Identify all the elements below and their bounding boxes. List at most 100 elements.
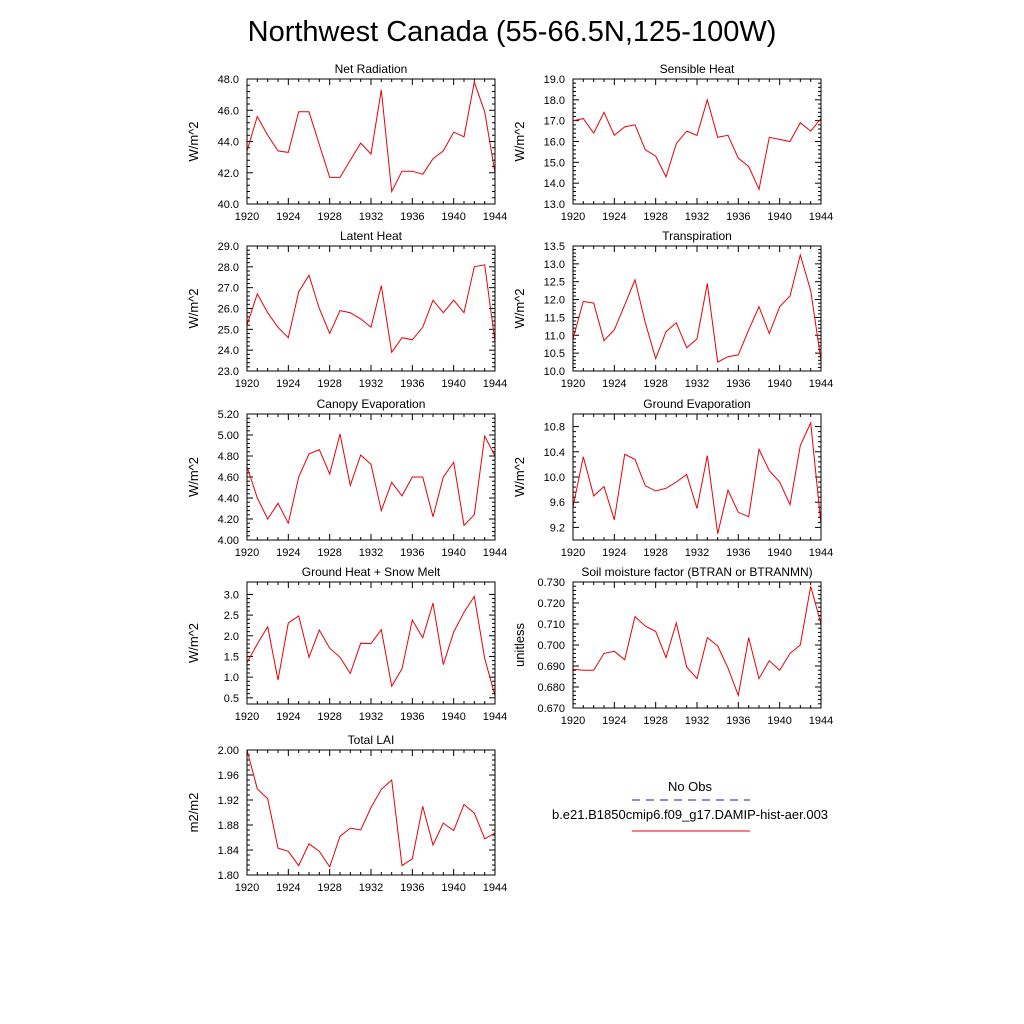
x-tick-label: 1944 <box>483 547 507 559</box>
y-tick-label: 2.0 <box>224 631 239 643</box>
y-tick-label: 4.60 <box>218 472 239 484</box>
y-tick-label: 48.0 <box>218 74 239 86</box>
y-tick-label: 1.84 <box>218 845 239 857</box>
x-tick-label: 1944 <box>809 715 833 727</box>
x-tick-label: 1932 <box>359 547 383 559</box>
x-tick-label: 1928 <box>317 547 341 559</box>
y-tick-label: 1.5 <box>224 651 239 663</box>
series-line <box>246 264 496 354</box>
series-line <box>572 252 822 363</box>
plot-frame <box>246 78 496 205</box>
plot-frame <box>572 581 822 709</box>
chart-title: Net Radiation <box>335 62 408 76</box>
plot-frame <box>572 245 822 372</box>
y-tick-label: 9.6 <box>550 497 565 509</box>
x-tick-label: 1932 <box>359 882 383 894</box>
y-tick-label: 2.00 <box>218 745 239 757</box>
x-tick-label: 1920 <box>561 715 585 727</box>
y-tick-label: 15.0 <box>544 157 565 169</box>
legend-model-label: b.e21.B1850cmip6.f09_g17.DAMIP-hist-aer.… <box>552 807 828 822</box>
x-tick-label: 1940 <box>767 378 791 390</box>
plot-frame <box>246 413 496 541</box>
x-tick-label: 1928 <box>317 711 341 723</box>
y-tick-label: 28.0 <box>218 262 239 274</box>
x-tick-label: 1924 <box>276 378 300 390</box>
x-tick-label: 1944 <box>483 711 507 723</box>
x-tick-label: 1940 <box>441 378 465 390</box>
x-tick-label: 1936 <box>726 211 750 223</box>
x-tick-label: 1936 <box>400 211 424 223</box>
y-tick-label: 42.0 <box>218 168 239 180</box>
y-axis-label: W/m^2 <box>186 288 201 328</box>
x-tick-label: 1932 <box>685 378 709 390</box>
page-title: Northwest Canada (55-66.5N,125-100W) <box>248 16 777 48</box>
chart-title: Canopy Evaporation <box>317 397 426 411</box>
y-tick-label: 29.0 <box>218 241 239 253</box>
y-tick-label: 4.00 <box>218 535 239 547</box>
y-tick-label: 27.0 <box>218 283 239 295</box>
chart-panel: Sensible Heat W/m^2 1920 1924 1928 1932 1936 19… <box>512 62 833 223</box>
x-tick-label: 1932 <box>359 211 383 223</box>
x-tick-label: 1924 <box>276 547 300 559</box>
x-tick-label: 1928 <box>643 211 667 223</box>
x-tick-label: 1940 <box>441 711 465 723</box>
y-tick-label: 5.20 <box>218 409 239 421</box>
series-line <box>246 80 496 194</box>
y-tick-label: 13.5 <box>544 241 565 253</box>
x-tick-label: 1928 <box>317 882 341 894</box>
y-tick-label: 0.720 <box>537 598 565 610</box>
x-tick-label: 1928 <box>643 715 667 727</box>
x-tick-label: 1940 <box>441 547 465 559</box>
x-tick-label: 1928 <box>317 211 341 223</box>
y-tick-label: 17.0 <box>544 116 565 128</box>
panels: Net Radiation W/m^2 1920 1924 1928 1932 1936 19… <box>186 62 833 894</box>
x-tick-label: 1932 <box>685 547 709 559</box>
x-tick-label: 1944 <box>809 547 833 559</box>
x-tick-label: 1940 <box>767 715 791 727</box>
legend: No Obs b.e21.B1850cmip6.f09_g17.DAMIP-hi… <box>552 779 828 832</box>
y-tick-label: 4.80 <box>218 451 239 463</box>
y-axis-label: W/m^2 <box>186 623 201 663</box>
y-tick-label: 3.0 <box>224 589 239 601</box>
y-tick-label: 0.730 <box>537 577 565 589</box>
y-tick-label: 10.8 <box>544 422 565 434</box>
x-tick-label: 1932 <box>359 378 383 390</box>
y-tick-label: 4.40 <box>218 493 239 505</box>
x-tick-label: 1936 <box>400 711 424 723</box>
y-tick-label: 18.0 <box>544 95 565 107</box>
x-tick-label: 1940 <box>441 882 465 894</box>
y-tick-label: 4.20 <box>218 514 239 526</box>
x-tick-label: 1928 <box>643 547 667 559</box>
y-tick-label: 0.5 <box>224 693 239 705</box>
series-line <box>246 433 496 527</box>
series-line <box>246 749 496 869</box>
y-tick-label: 10.4 <box>544 447 565 459</box>
x-tick-label: 1920 <box>235 378 259 390</box>
x-tick-label: 1940 <box>441 211 465 223</box>
chart-panel: Latent Heat W/m^2 1920 1924 1928 1932 1936 1940… <box>186 229 507 390</box>
y-tick-label: 1.80 <box>218 870 239 882</box>
y-tick-label: 0.700 <box>537 640 565 652</box>
chart-title: Ground Evaporation <box>643 397 750 411</box>
y-tick-label: 1.92 <box>218 795 239 807</box>
y-tick-label: 0.670 <box>537 703 565 715</box>
legend-obs-label: No Obs <box>668 779 713 794</box>
y-axis-label: W/m^2 <box>512 121 527 161</box>
x-tick-label: 1936 <box>400 378 424 390</box>
y-tick-label: 26.0 <box>218 304 239 316</box>
y-tick-label: 12.0 <box>544 295 565 307</box>
y-axis-label: W/m^2 <box>512 457 527 497</box>
x-tick-label: 1936 <box>726 715 750 727</box>
series-line <box>572 420 822 534</box>
chart-panel: Ground Heat + Snow Melt W/m^2 1920 1924 1928… <box>186 565 507 723</box>
x-tick-label: 1936 <box>400 882 424 894</box>
x-tick-label: 1944 <box>483 882 507 894</box>
x-tick-label: 1920 <box>561 547 585 559</box>
x-tick-label: 1932 <box>359 711 383 723</box>
x-tick-label: 1932 <box>685 715 709 727</box>
y-axis-label: unitless <box>512 622 527 667</box>
x-tick-label: 1936 <box>726 378 750 390</box>
x-tick-label: 1920 <box>235 711 259 723</box>
y-tick-label: 10.0 <box>544 366 565 378</box>
